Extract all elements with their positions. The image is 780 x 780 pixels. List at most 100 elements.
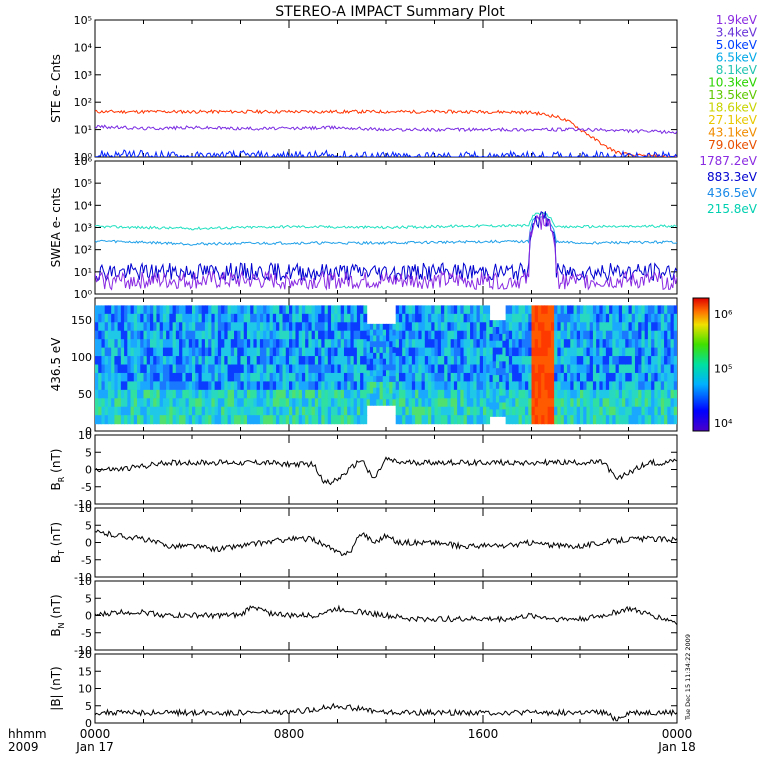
heatmap-cell — [360, 406, 364, 416]
heatmap-cell — [305, 381, 309, 391]
heatmap-cell — [289, 347, 293, 357]
heatmap-cell — [369, 341, 374, 348]
heatmap-cell — [392, 364, 397, 371]
heatmap-cell — [95, 415, 99, 425]
heatmap-cell — [298, 381, 303, 391]
heatmap-cell — [450, 406, 455, 416]
heatmap-cell — [463, 347, 468, 357]
heatmap-cell — [117, 398, 122, 408]
heatmap-cell — [327, 381, 332, 391]
heatmap-cell — [324, 406, 329, 416]
heatmap-cell — [266, 313, 271, 323]
heatmap-cell — [447, 313, 452, 323]
heatmap-cell — [599, 339, 604, 349]
heatmap-cell — [457, 305, 461, 315]
heatmap-cell — [321, 398, 326, 408]
heatmap-cell — [130, 372, 135, 382]
heatmap-cell — [156, 313, 161, 323]
heatmap-cell — [347, 313, 352, 323]
heatmap-cell — [230, 398, 235, 408]
heatmap-cell — [654, 372, 659, 382]
heatmap-cell — [473, 339, 478, 349]
heatmap-cell — [518, 313, 523, 323]
heatmap-cell — [528, 415, 533, 425]
heatmap-cell — [182, 305, 187, 315]
heatmap-cell — [483, 330, 487, 340]
heatmap-cell — [670, 356, 675, 366]
heatmap-cell — [460, 389, 465, 399]
heatmap-cell — [615, 381, 620, 391]
heatmap-cell — [625, 398, 630, 408]
heatmap-cell — [437, 347, 442, 357]
heatmap-cell — [179, 356, 183, 366]
heatmap-cell — [188, 415, 193, 425]
y-tick-label: 0 — [85, 425, 92, 438]
heatmap-cell — [476, 415, 481, 425]
heatmap-cell — [217, 322, 222, 332]
heatmap-cell — [670, 398, 675, 408]
heatmap-cell — [615, 406, 620, 416]
heatmap-cell — [567, 372, 571, 382]
heatmap-cell — [224, 305, 229, 315]
heatmap-cell — [363, 356, 368, 366]
heatmap-cell — [447, 305, 452, 315]
heatmap-cell — [460, 415, 465, 425]
heatmap-cell — [156, 339, 161, 349]
heatmap-cell — [124, 389, 128, 399]
heatmap-cell — [654, 398, 659, 408]
heatmap-cell — [331, 305, 335, 315]
heatmap-cell — [369, 399, 374, 406]
heatmap-cell — [279, 322, 284, 332]
heatmap-cell — [534, 364, 539, 374]
heatmap-cell — [107, 372, 112, 382]
heatmap-cell — [143, 330, 148, 340]
heatmap-cell — [547, 356, 552, 366]
heatmap-cell — [508, 330, 513, 340]
heatmap-cell — [182, 313, 187, 323]
heatmap-cell — [224, 347, 229, 357]
heatmap-cell — [418, 389, 423, 399]
heatmap-cell — [557, 313, 562, 323]
heatmap-cell — [289, 406, 293, 416]
heatmap-cell — [162, 322, 167, 332]
heatmap-cell — [279, 398, 284, 408]
heatmap-cell — [195, 372, 200, 382]
heatmap-cell — [356, 372, 361, 382]
heatmap-cell — [327, 356, 332, 366]
heatmap-cell — [259, 356, 264, 366]
heatmap-cell — [570, 356, 575, 366]
heatmap-cell — [411, 398, 416, 408]
heatmap-cell — [489, 333, 494, 342]
heatmap-cell — [111, 389, 115, 399]
heatmap-cell — [272, 356, 277, 366]
heatmap-cell — [318, 415, 322, 425]
heatmap-cell — [324, 364, 329, 374]
heatmap-cell — [547, 339, 552, 349]
y-tick-label: 10² — [74, 96, 92, 109]
heatmap-cell — [343, 322, 348, 332]
heatmap-cell — [340, 381, 345, 391]
heatmap-cell — [541, 322, 546, 332]
heatmap-cell — [256, 347, 261, 357]
heatmap-cell — [318, 330, 322, 340]
heatmap-cell — [586, 381, 591, 391]
heatmap-cell — [473, 313, 478, 323]
heatmap-cell — [644, 339, 649, 349]
heatmap-cell — [512, 406, 516, 416]
heatmap-cell — [137, 322, 141, 332]
heatmap-cell — [140, 381, 145, 391]
heatmap-cell — [528, 356, 533, 366]
heatmap-cell — [321, 305, 326, 315]
heatmap-cell — [107, 415, 112, 425]
heatmap-cell — [162, 381, 167, 391]
heatmap-cell — [331, 347, 335, 357]
heatmap-cell — [363, 305, 368, 315]
heatmap-cell — [369, 329, 374, 337]
y-tick-label: 10 — [78, 575, 92, 588]
heatmap-cell — [234, 356, 238, 366]
heatmap-cell — [221, 339, 225, 349]
heatmap-cell — [298, 305, 303, 315]
heatmap-cell — [382, 347, 387, 354]
heatmap-cell — [402, 415, 406, 425]
heatmap-cell — [130, 398, 135, 408]
